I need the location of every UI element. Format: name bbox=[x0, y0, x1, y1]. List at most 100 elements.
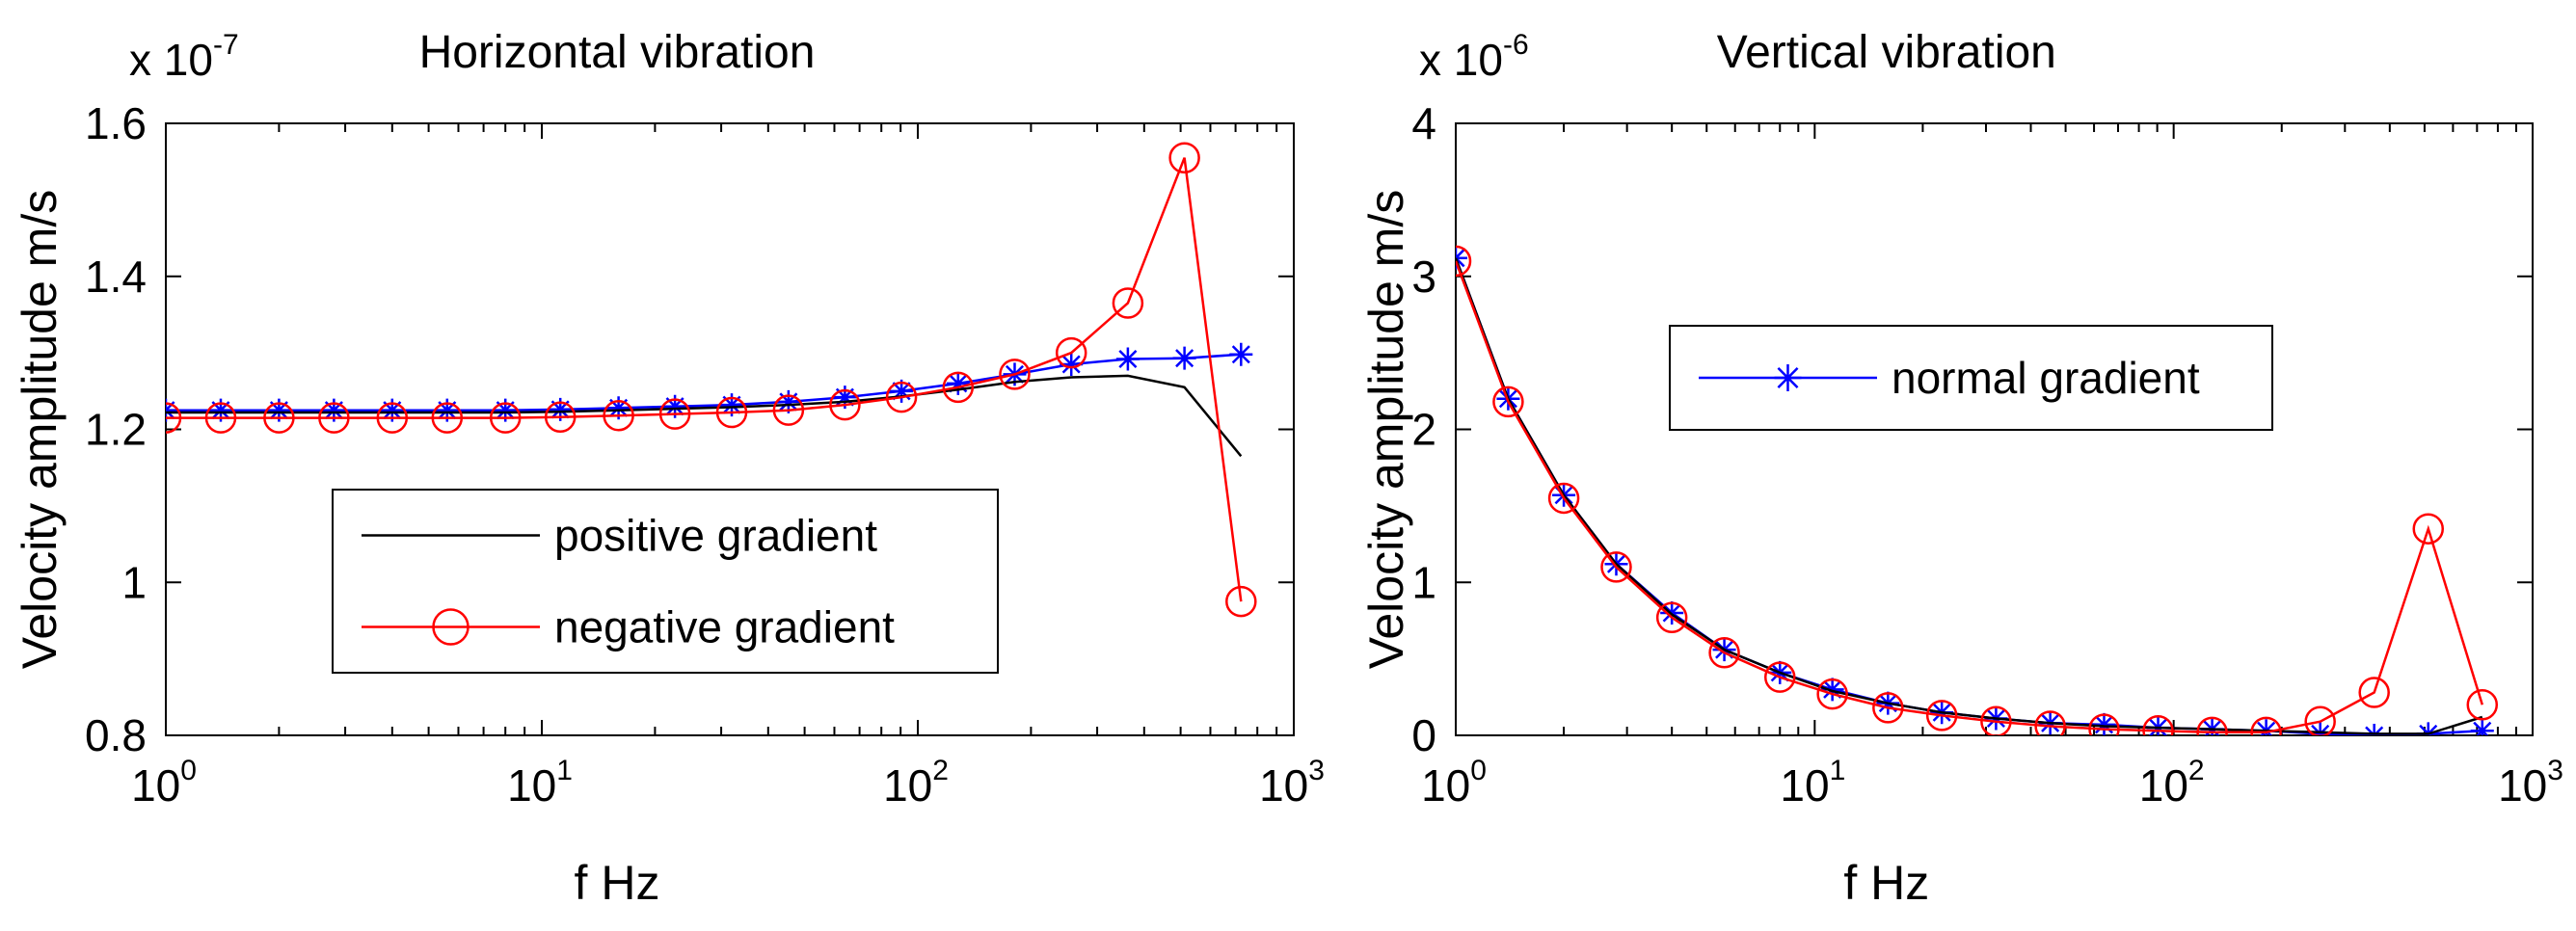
series-normal bbox=[1456, 246, 2494, 735]
data-point-negative bbox=[715, 396, 748, 429]
data-point-negative bbox=[204, 402, 237, 434]
data-point-negative bbox=[2250, 716, 2282, 735]
data-point-negative bbox=[1655, 601, 1688, 634]
x-tick-label: 102 bbox=[883, 755, 949, 811]
x-tick-label: 102 bbox=[2139, 755, 2205, 811]
y-tick-label: 1 bbox=[121, 557, 147, 607]
data-point-normal bbox=[494, 398, 518, 422]
x-axis-label: f Hz bbox=[1843, 856, 1929, 910]
data-point-negative bbox=[1816, 678, 1848, 710]
data-point-normal bbox=[1820, 678, 1844, 702]
legend-label-negative: negative gradient bbox=[554, 602, 895, 652]
data-point-negative bbox=[489, 402, 522, 434]
data-point-negative bbox=[1492, 386, 1524, 418]
data-point-negative bbox=[2358, 677, 2390, 708]
data-point-normal bbox=[435, 398, 459, 422]
data-point-negative bbox=[772, 394, 805, 426]
series-normal bbox=[166, 342, 1253, 422]
data-point-negative bbox=[2196, 716, 2228, 735]
data-point-normal bbox=[2470, 719, 2494, 735]
data-point-normal bbox=[549, 397, 573, 421]
data-point-normal bbox=[380, 398, 404, 422]
data-point-normal bbox=[208, 398, 232, 422]
vertical-vibration-panel: 100 101 102 103 0 1 2 3 4 x 10-6 Vertical vibratio… bbox=[1359, 27, 2563, 910]
data-point-normal bbox=[1172, 346, 1196, 370]
data-point-negative bbox=[1055, 336, 1087, 369]
data-point-normal bbox=[2092, 712, 2116, 735]
data-point-negative bbox=[1980, 705, 2012, 735]
x-tick-label: 103 bbox=[2498, 755, 2563, 811]
y-tick-label: 4 bbox=[1411, 98, 1436, 148]
y-multiplier-label: x 10-6 bbox=[1419, 29, 1529, 85]
y-tick-label: 1.6 bbox=[85, 98, 147, 148]
data-point-normal bbox=[833, 386, 857, 410]
data-point-negative bbox=[829, 388, 861, 421]
data-point-normal bbox=[1229, 342, 1253, 366]
data-point-negative bbox=[1225, 585, 1257, 618]
data-point-negative bbox=[1547, 482, 1580, 515]
legend-label-positive: positive gradient bbox=[554, 511, 877, 561]
data-point-negative bbox=[942, 371, 975, 404]
y-tick-label: 0 bbox=[1411, 710, 1436, 760]
data-point-normal bbox=[1060, 353, 1084, 377]
y-tick-label: 0.8 bbox=[85, 710, 147, 760]
horizontal-vibration-panel: 100 101 102 103 0.8 1 1.2 1.4 1.6 x 10-7 Horizonta… bbox=[13, 27, 1325, 910]
data-point-negative bbox=[2412, 513, 2445, 545]
data-point-negative bbox=[263, 402, 295, 434]
legend-marker-normal bbox=[1774, 364, 1802, 391]
y-axis-label: Velocity amplitude m/s bbox=[1359, 190, 1413, 669]
data-point-negative bbox=[1925, 700, 1958, 732]
data-point-normal bbox=[776, 389, 800, 413]
data-point-negative bbox=[885, 381, 918, 413]
data-point-normal bbox=[663, 394, 687, 418]
data-point-negative bbox=[318, 402, 350, 434]
data-point-negative bbox=[1456, 245, 1472, 278]
x-tick-label: 101 bbox=[507, 755, 573, 811]
data-point-negative bbox=[2088, 713, 2120, 735]
x-tick-label: 100 bbox=[131, 755, 197, 811]
series-line-negative bbox=[166, 157, 1243, 602]
legend: normal gradient bbox=[1669, 325, 2273, 431]
data-point-negative bbox=[544, 401, 577, 434]
x-tick-label: 100 bbox=[1421, 755, 1487, 811]
y-tick-label: 1 bbox=[1411, 557, 1436, 607]
data-point-negative bbox=[376, 402, 409, 434]
data-point-normal bbox=[2362, 724, 2386, 735]
data-point-negative bbox=[431, 402, 464, 434]
data-point-normal bbox=[890, 379, 914, 403]
data-point-normal bbox=[2308, 722, 2332, 735]
y-axis-label: Velocity amplitude m/s bbox=[13, 190, 67, 669]
data-point-normal bbox=[606, 396, 631, 420]
series-line-negative bbox=[1456, 260, 2483, 734]
chart-title: Horizontal vibration bbox=[419, 27, 816, 78]
y-tick-label: 1.4 bbox=[85, 252, 147, 302]
series-negative bbox=[166, 142, 1257, 618]
data-point-normal bbox=[267, 398, 291, 422]
data-point-normal bbox=[720, 393, 744, 417]
data-point-negative bbox=[1600, 551, 1632, 583]
chart-title: Vertical vibration bbox=[1717, 27, 2056, 78]
series-line-positive bbox=[166, 374, 1243, 458]
x-tick-label: 103 bbox=[1259, 755, 1325, 811]
y-tick-label: 1.2 bbox=[85, 405, 147, 455]
data-point-negative bbox=[999, 359, 1031, 390]
data-point-negative bbox=[1168, 142, 1200, 173]
y-tick-label: 2 bbox=[1411, 405, 1436, 455]
data-point-negative bbox=[658, 398, 691, 430]
data-point-negative bbox=[166, 402, 182, 434]
x-tick-label: 101 bbox=[1780, 755, 1845, 811]
data-point-normal bbox=[1115, 347, 1140, 371]
data-point-negative bbox=[1112, 287, 1144, 319]
data-point-negative bbox=[2034, 710, 2066, 735]
data-point-negative bbox=[603, 399, 634, 432]
series-negative bbox=[1456, 245, 2499, 735]
data-point-normal bbox=[946, 371, 970, 395]
data-point-normal bbox=[322, 398, 346, 422]
y-tick-label: 3 bbox=[1411, 252, 1436, 302]
legend: positive gradient negative gradient bbox=[332, 489, 999, 674]
data-point-negative bbox=[2466, 689, 2499, 721]
legend-label-normal: normal gradient bbox=[1892, 353, 2200, 403]
legend-marker-negative bbox=[432, 608, 470, 646]
x-axis-label: f Hz bbox=[575, 856, 660, 910]
